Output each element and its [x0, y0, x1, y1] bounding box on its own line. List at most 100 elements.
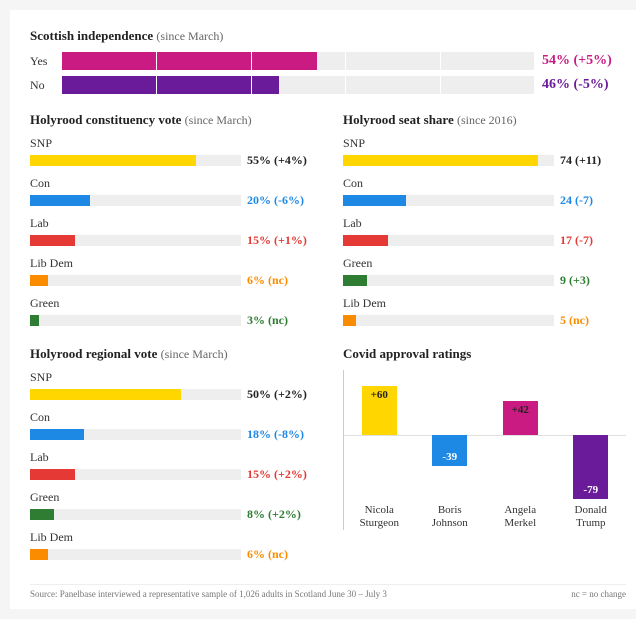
covid-column: -39BorisJohnson [415, 370, 486, 530]
bar-fill [30, 315, 39, 326]
covid-title: Covid approval ratings [343, 346, 626, 362]
covid-plot: +42 [485, 370, 556, 500]
title-since: (since March) [161, 347, 228, 361]
bar-fill [343, 195, 406, 206]
bar-track [343, 315, 554, 326]
title-since: (since 2016) [457, 113, 517, 127]
bar-fill [30, 275, 48, 286]
covid-leader-name: AngelaMerkel [504, 504, 536, 530]
bar-fill [62, 52, 317, 70]
bar-fill [343, 275, 367, 286]
party-row: Con24 (-7) [343, 176, 626, 208]
party-value: 6% (nc) [241, 273, 313, 288]
party-value: 18% (-8%) [241, 427, 313, 442]
poll-infographic: Scottish independence (since March) Yes 5… [10, 10, 636, 609]
covid-bar: +42 [503, 401, 538, 435]
independence-section: Scottish independence (since March) Yes 5… [30, 28, 626, 94]
party-value: 6% (nc) [241, 547, 313, 562]
party-value: 3% (nc) [241, 313, 313, 328]
independence-row: No46% (-5%) [30, 76, 626, 94]
party-value: 24 (-7) [554, 193, 626, 208]
party-label: SNP [343, 136, 626, 151]
party-row: Lib Dem5 (nc) [343, 296, 626, 328]
party-value: 9 (+3) [554, 273, 626, 288]
bar-fill [343, 155, 538, 166]
party-value: 50% (+2%) [241, 387, 313, 402]
bar-fill [30, 235, 75, 246]
covid-leader-name: NicolaSturgeon [359, 504, 399, 530]
party-row: Lab 15% (+2%) [30, 450, 313, 482]
bar-track [30, 389, 241, 400]
bar-fill [30, 549, 48, 560]
bar-track [343, 275, 554, 286]
party-label: Lib Dem [30, 256, 313, 271]
constituency-panel: Holyrood constituency vote (since March)… [30, 112, 313, 336]
bar-track [343, 155, 554, 166]
party-label: Lab [30, 450, 313, 465]
bar-track [343, 235, 554, 246]
seat-share-panel: Holyrood seat share (since 2016) SNP 74 (… [343, 112, 626, 336]
party-row: Green8% (+2%) [30, 490, 313, 522]
row-label: No [30, 78, 62, 93]
party-value: 74 (+11) [554, 153, 626, 168]
bar-track [30, 195, 241, 206]
regional-title: Holyrood regional vote (since March) [30, 346, 313, 362]
party-value: 17 (-7) [554, 233, 626, 248]
party-row: Lab 15% (+1%) [30, 216, 313, 248]
covid-column: -79 DonaldTrump [556, 370, 627, 530]
bar-fill [30, 389, 181, 400]
bar-track [30, 315, 241, 326]
footer-source: Source: Panelbase interviewed a represen… [30, 589, 387, 599]
party-label: Con [30, 176, 313, 191]
party-row: Lib Dem 6% (nc) [30, 256, 313, 288]
bar-track [30, 235, 241, 246]
party-label: Lib Dem [343, 296, 626, 311]
covid-leader-name: DonaldTrump [575, 504, 607, 530]
party-label: SNP [30, 370, 313, 385]
covid-column: +60 NicolaSturgeon [344, 370, 415, 530]
regional-panel: Holyrood regional vote (since March) SNP… [30, 346, 313, 570]
party-label: Green [30, 296, 313, 311]
bar-track [30, 549, 241, 560]
covid-chart: +60 NicolaSturgeon -39BorisJohnson +42 Angel… [343, 370, 626, 530]
bar-track [30, 275, 241, 286]
title-since: (since March) [185, 113, 252, 127]
title-text: Holyrood seat share [343, 112, 454, 127]
footer-nc: nc = no change [571, 589, 626, 599]
row-label: Yes [30, 54, 62, 69]
covid-plot: -79 [556, 370, 627, 500]
bar-track [30, 155, 241, 166]
footer: Source: Panelbase interviewed a represen… [30, 584, 626, 599]
party-label: Lib Dem [30, 530, 313, 545]
covid-bar-label: -39 [432, 451, 467, 463]
covid-bar: -39 [432, 435, 467, 467]
party-label: Green [30, 490, 313, 505]
covid-bar-label: +60 [362, 389, 397, 401]
title-text: Covid approval ratings [343, 346, 471, 361]
bar-track [30, 509, 241, 520]
party-row: Green 3% (nc) [30, 296, 313, 328]
party-label: Green [343, 256, 626, 271]
title-since: (since March) [156, 29, 223, 43]
party-label: Lab [30, 216, 313, 231]
covid-bar-label: +42 [503, 404, 538, 416]
covid-column: +42 AngelaMerkel [485, 370, 556, 530]
bar-fill [30, 469, 75, 480]
party-label: Lab [343, 216, 626, 231]
title-text: Holyrood constituency vote [30, 112, 181, 127]
covid-bar-label: -79 [573, 484, 608, 496]
party-value: 15% (+2%) [241, 467, 313, 482]
covid-panel: Covid approval ratings +60 NicolaSturgeon… [343, 346, 626, 570]
bar-fill [343, 315, 356, 326]
party-label: SNP [30, 136, 313, 151]
party-row: SNP 74 (+11) [343, 136, 626, 168]
party-row: Green 9 (+3) [343, 256, 626, 288]
party-value: 15% (+1%) [241, 233, 313, 248]
row-value: 54% (+5%) [534, 53, 626, 69]
bar-track [30, 429, 241, 440]
party-row: Lab 17 (-7) [343, 216, 626, 248]
independence-title: Scottish independence (since March) [30, 28, 626, 44]
bar-track [62, 76, 534, 94]
covid-plot: +60 [344, 370, 415, 500]
party-value: 20% (-6%) [241, 193, 313, 208]
